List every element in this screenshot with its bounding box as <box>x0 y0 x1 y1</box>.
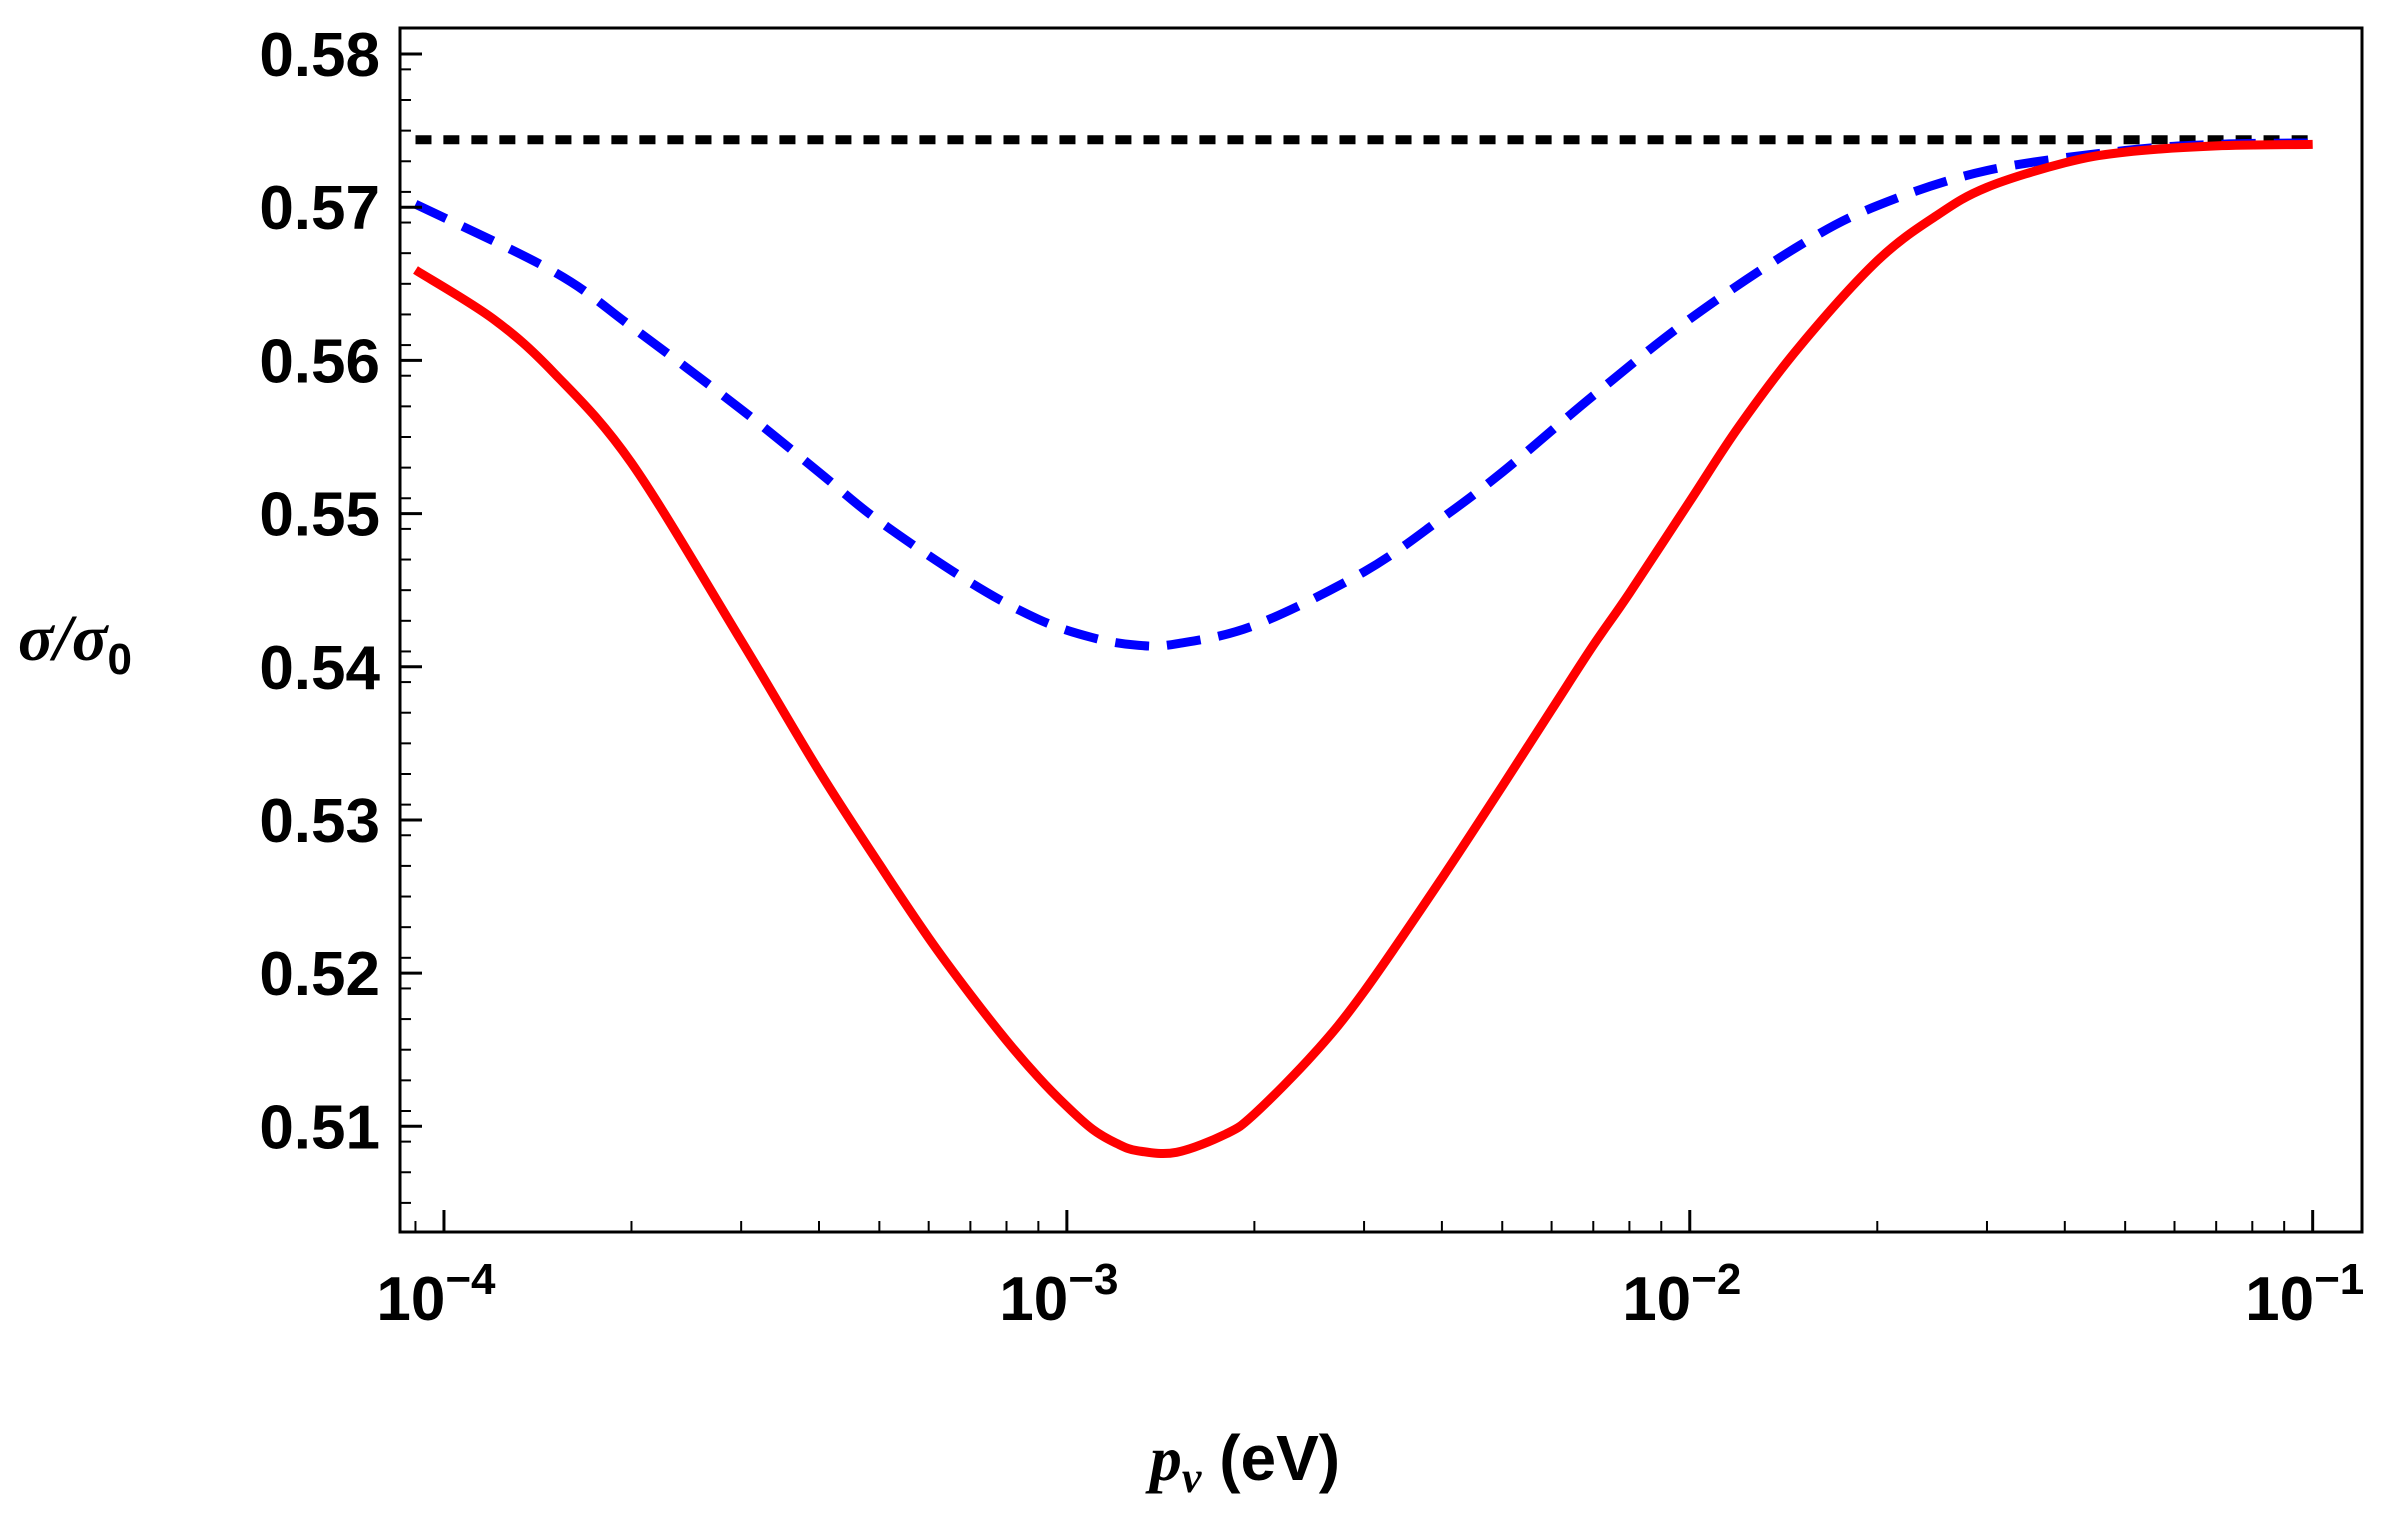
plot-frame <box>398 26 2364 1234</box>
x-tick-label: 10−3 <box>999 1255 1118 1334</box>
y-tick-label: 0.53 <box>259 787 380 856</box>
y-axis-ticks: 0.51 0.52 0.53 0.54 0.55 0.56 0.57 0.58 <box>259 21 422 1204</box>
y-tick-label: 0.51 <box>259 1093 380 1162</box>
y-axis-label-main: σ/σ <box>18 602 110 675</box>
x-tick-label: 10−1 <box>2245 1255 2364 1334</box>
y-tick-label: 0.58 <box>259 21 380 90</box>
series-line-red-solid <box>413 139 2313 1158</box>
plot-lines <box>413 135 2313 1158</box>
y-tick-label: 0.52 <box>259 940 380 1009</box>
y-tick-label: 0.56 <box>259 327 380 396</box>
x-axis-label-main: p <box>1145 1423 1182 1494</box>
y-axis-label: σ/σ0 <box>18 602 132 684</box>
y-tick-label: 0.54 <box>259 634 380 703</box>
x-axis-label: pν (eV) <box>1145 1422 1340 1502</box>
x-axis-ticks: 10−4 10−3 10−2 10−1 <box>376 1210 2364 1334</box>
x-tick-label: 10−2 <box>1622 1255 1741 1334</box>
x-axis-label-unit: (eV) <box>1201 1422 1340 1494</box>
y-tick-label: 0.55 <box>259 481 380 550</box>
y-axis-label-subscript: 0 <box>108 635 132 684</box>
y-tick-label: 0.57 <box>259 174 380 243</box>
x-tick-label: 10−4 <box>376 1255 496 1334</box>
x-axis-label-subscript: ν <box>1182 1453 1202 1502</box>
series-line-blue-dashed <box>413 138 2313 651</box>
